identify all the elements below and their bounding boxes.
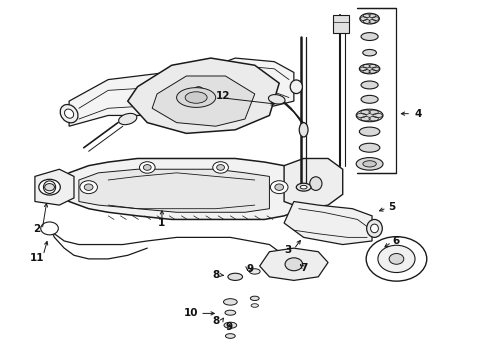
Circle shape xyxy=(285,258,303,271)
Ellipse shape xyxy=(310,177,322,190)
Text: 9: 9 xyxy=(246,264,253,274)
Circle shape xyxy=(275,184,284,190)
Polygon shape xyxy=(196,58,294,108)
Polygon shape xyxy=(35,169,74,205)
Ellipse shape xyxy=(367,220,382,237)
Ellipse shape xyxy=(361,33,378,41)
Ellipse shape xyxy=(224,322,237,328)
Ellipse shape xyxy=(363,49,376,56)
Ellipse shape xyxy=(300,185,307,189)
Ellipse shape xyxy=(296,183,311,191)
Ellipse shape xyxy=(225,310,236,315)
Ellipse shape xyxy=(363,161,376,167)
Text: 12: 12 xyxy=(216,91,230,101)
Circle shape xyxy=(84,184,93,190)
Ellipse shape xyxy=(225,334,235,338)
Ellipse shape xyxy=(269,95,285,104)
Ellipse shape xyxy=(360,13,379,24)
Polygon shape xyxy=(284,202,372,244)
Circle shape xyxy=(366,237,427,281)
Polygon shape xyxy=(284,158,343,209)
Circle shape xyxy=(217,165,224,170)
Text: 3: 3 xyxy=(284,245,292,255)
Ellipse shape xyxy=(176,87,216,107)
Ellipse shape xyxy=(290,80,302,94)
Circle shape xyxy=(378,245,415,273)
Polygon shape xyxy=(333,15,348,33)
Text: 11: 11 xyxy=(29,253,44,263)
Text: 7: 7 xyxy=(300,263,307,273)
Circle shape xyxy=(270,181,288,194)
Ellipse shape xyxy=(361,95,378,103)
Ellipse shape xyxy=(223,299,237,305)
Ellipse shape xyxy=(193,87,204,98)
Text: 8: 8 xyxy=(212,316,220,326)
Ellipse shape xyxy=(359,64,380,74)
Polygon shape xyxy=(152,76,255,126)
Circle shape xyxy=(389,253,404,264)
Polygon shape xyxy=(69,72,196,126)
Ellipse shape xyxy=(251,304,258,307)
Circle shape xyxy=(140,162,155,173)
Ellipse shape xyxy=(228,273,243,280)
Ellipse shape xyxy=(185,92,207,103)
Ellipse shape xyxy=(359,143,380,152)
Ellipse shape xyxy=(361,81,378,89)
Ellipse shape xyxy=(119,113,137,125)
Polygon shape xyxy=(128,58,279,134)
Ellipse shape xyxy=(249,269,260,274)
Text: 4: 4 xyxy=(415,109,422,119)
Ellipse shape xyxy=(356,158,383,170)
Ellipse shape xyxy=(65,109,74,118)
Ellipse shape xyxy=(356,109,383,122)
Text: 6: 6 xyxy=(393,236,400,246)
Polygon shape xyxy=(79,169,270,212)
Ellipse shape xyxy=(250,296,259,301)
Circle shape xyxy=(213,162,228,173)
Circle shape xyxy=(41,222,58,235)
Text: 8: 8 xyxy=(212,270,220,280)
Text: 5: 5 xyxy=(388,202,395,212)
Text: 1: 1 xyxy=(158,218,166,228)
Ellipse shape xyxy=(359,127,380,136)
Ellipse shape xyxy=(299,123,308,137)
Ellipse shape xyxy=(60,104,78,123)
Text: 2: 2 xyxy=(33,225,41,234)
Text: 9: 9 xyxy=(226,322,233,332)
Polygon shape xyxy=(260,248,328,280)
Circle shape xyxy=(45,184,54,191)
Polygon shape xyxy=(49,158,304,220)
Ellipse shape xyxy=(370,224,378,233)
Circle shape xyxy=(39,179,60,195)
Text: 10: 10 xyxy=(184,309,198,318)
Circle shape xyxy=(144,165,151,170)
Circle shape xyxy=(80,181,98,194)
